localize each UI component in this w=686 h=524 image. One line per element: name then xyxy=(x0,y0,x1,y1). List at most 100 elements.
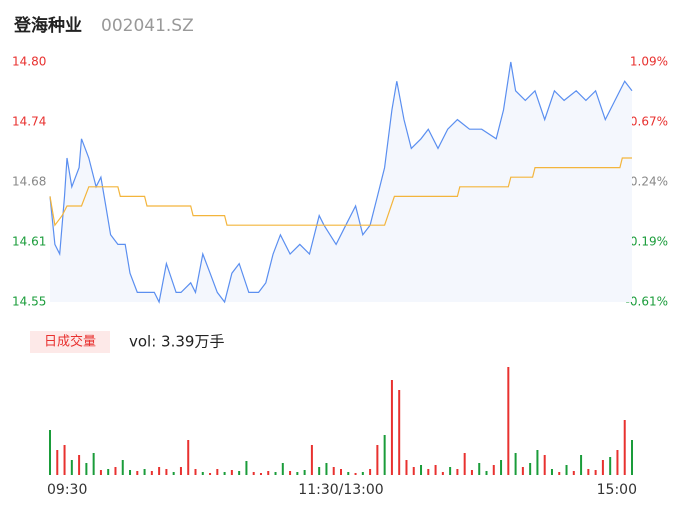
volume-bar xyxy=(259,473,262,475)
volume-bar xyxy=(158,467,161,475)
volume-bar xyxy=(565,465,568,475)
y2-tick-label: -0.19% xyxy=(626,235,668,249)
volume-bar xyxy=(572,471,575,475)
volume-bar xyxy=(369,469,372,475)
volume-bar xyxy=(463,453,466,475)
volume-bar xyxy=(449,467,452,475)
price-area xyxy=(50,62,632,302)
volume-bar xyxy=(107,469,110,475)
volume-bar xyxy=(318,467,321,475)
volume-bar xyxy=(412,467,415,475)
volume-bar xyxy=(492,465,495,475)
chart-title: 登海种业 xyxy=(13,15,82,36)
y2-tick-label: 0.24% xyxy=(630,175,668,189)
volume-bar xyxy=(609,457,612,475)
volume-bar xyxy=(405,460,408,475)
volume-bar xyxy=(485,471,488,475)
volume-bar xyxy=(558,472,561,475)
volume-bar xyxy=(587,469,590,475)
volume-bar xyxy=(56,450,59,475)
y2-tick-label: -0.61% xyxy=(626,295,668,309)
volume-bar xyxy=(340,469,342,475)
volume-bar xyxy=(99,470,102,475)
volume-bar xyxy=(529,463,532,475)
y-tick-label: 14.61 xyxy=(12,235,46,249)
volume-bar xyxy=(500,460,503,475)
volume-bar xyxy=(623,420,626,475)
volume-bar xyxy=(216,469,219,475)
volume-bar xyxy=(594,470,597,475)
volume-bar xyxy=(92,453,95,475)
volume-bar xyxy=(398,390,401,475)
y-tick-label: 14.68 xyxy=(12,175,46,189)
volume-bar xyxy=(390,380,393,475)
volume-bar xyxy=(550,469,553,475)
volume-bar xyxy=(121,460,124,475)
volume-bar xyxy=(209,473,212,475)
volume-bar xyxy=(267,471,270,475)
x-tick-label: 15:00 xyxy=(597,482,637,498)
volume-bar xyxy=(427,469,430,475)
volume-badge: 日成交量 xyxy=(44,334,96,350)
volume-bar xyxy=(616,450,619,475)
chart-subtitle: 002041.SZ xyxy=(101,16,194,36)
volume-bar xyxy=(536,450,539,475)
volume-bar xyxy=(456,469,459,475)
volume-bar xyxy=(303,470,306,475)
volume-bar xyxy=(325,463,328,475)
badge-bg xyxy=(30,331,110,353)
volume-bar xyxy=(470,470,473,475)
volume-bar xyxy=(85,463,88,475)
volume-bar xyxy=(230,470,233,475)
volume-bar xyxy=(78,455,81,475)
volume-bar xyxy=(289,471,292,475)
volume-bar xyxy=(187,440,190,475)
volume-bar xyxy=(420,465,423,475)
volume-bar xyxy=(281,463,284,475)
y-tick-label: 14.80 xyxy=(12,55,46,69)
volume-bar xyxy=(238,471,241,475)
volume-bar xyxy=(129,470,132,475)
volume-bar xyxy=(601,460,604,475)
x-tick-label: 09:30 xyxy=(47,482,87,498)
volume-bar xyxy=(376,445,379,475)
volume-bar xyxy=(150,471,153,475)
volume-bar xyxy=(165,469,168,475)
volume-bar xyxy=(310,445,313,475)
volume-bar xyxy=(631,440,633,475)
volume-bar xyxy=(143,469,146,475)
volume-bar xyxy=(507,367,510,475)
series-line xyxy=(49,157,632,227)
y-tick-label: 14.74 xyxy=(12,115,46,129)
volume-bar xyxy=(172,472,175,475)
volume-bar xyxy=(201,472,204,475)
y2-tick-label: 1.09% xyxy=(630,55,668,69)
volume-bar xyxy=(223,472,226,475)
volume-bar xyxy=(114,467,117,475)
volume-bar xyxy=(296,472,299,475)
volume-bar xyxy=(441,472,444,475)
volume-bar xyxy=(543,455,546,475)
volume-bar xyxy=(354,473,357,475)
volume-bar xyxy=(383,435,386,475)
volume-bar xyxy=(434,465,437,475)
volume-bar xyxy=(136,471,139,475)
volume-bar xyxy=(179,467,182,475)
volume-bar xyxy=(361,472,364,475)
volume-bar xyxy=(252,472,255,475)
volume-bar xyxy=(245,461,248,475)
series-line xyxy=(49,61,633,304)
volume-bar xyxy=(347,472,350,475)
volume-bar xyxy=(580,455,583,475)
volume-bar xyxy=(514,453,517,475)
volume-bar xyxy=(70,460,73,475)
y2-tick-label: 0.67% xyxy=(630,115,668,129)
y-tick-label: 14.55 xyxy=(12,295,46,309)
volume-bar xyxy=(49,430,51,475)
x-tick-label: 11:30/13:00 xyxy=(298,482,383,498)
volume-bar xyxy=(332,467,335,475)
volume-bar xyxy=(194,469,197,475)
volume-bar xyxy=(63,445,66,475)
volume-total: vol: 3.39万手 xyxy=(129,333,224,351)
volume-bar xyxy=(521,467,524,475)
